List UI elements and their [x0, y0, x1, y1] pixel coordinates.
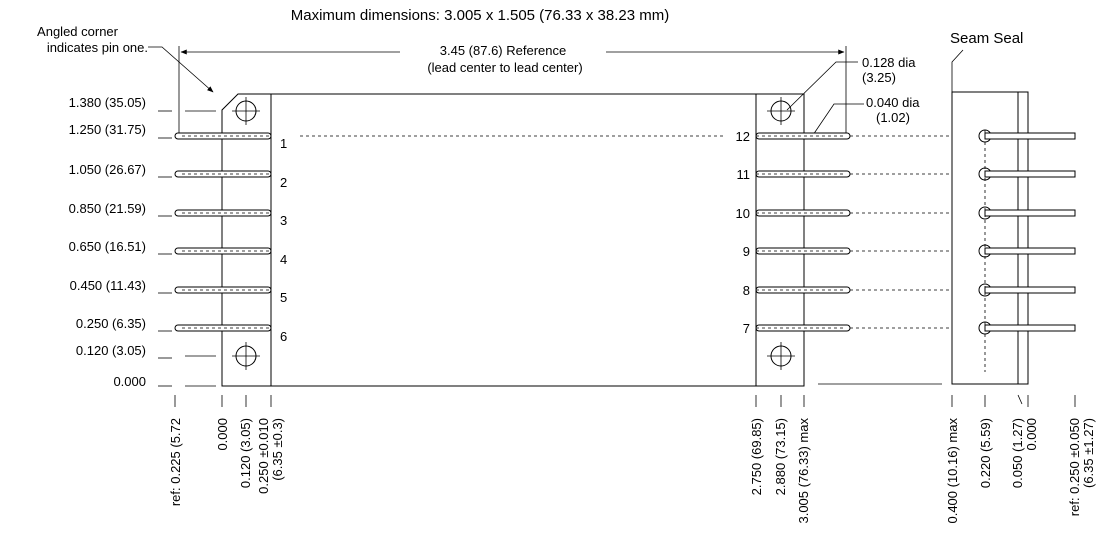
mounting-hole: [767, 342, 795, 370]
side-view-lead: [978, 321, 1076, 335]
pin-number: 7: [743, 321, 750, 336]
pin-dia-mm: (1.02): [876, 110, 910, 125]
pin-number: 5: [280, 290, 287, 305]
bottom-dimension-label: 0.050 (1.27): [1010, 418, 1025, 488]
angled-corner-label-2: indicates pin one.: [47, 40, 148, 55]
side-view-lead: [978, 283, 1076, 297]
lead: [755, 286, 851, 294]
dimension-label: 0.850 (21.59): [69, 201, 146, 216]
left-dimension-ticks: [158, 110, 216, 387]
mounting-hole: [232, 342, 260, 370]
lead: [174, 247, 272, 255]
pin-number: 8: [743, 283, 750, 298]
side-view-lead: [978, 167, 1076, 181]
lead: [174, 132, 272, 140]
bottom-dimension-label: 2.880 (73.15): [773, 418, 788, 495]
lead: [174, 170, 272, 178]
side-view-lead: [978, 244, 1076, 258]
bottom-dimension-label: (6.35 ±1.27): [1081, 418, 1096, 488]
dimension-label: 1.380 (35.05): [69, 95, 146, 110]
mount-hole-dia-mm: (3.25): [862, 70, 896, 85]
pin-number: 3: [280, 213, 287, 228]
lead: [755, 324, 851, 332]
seam-seal-leader: [951, 49, 964, 92]
side-view-lead: [978, 206, 1076, 220]
projection-lines: [850, 135, 952, 329]
dimension-label: 1.250 (31.75): [69, 122, 146, 137]
lead: [174, 324, 272, 332]
lead: [174, 286, 272, 294]
angled-corner-label: Angled corner: [37, 24, 119, 39]
package-top-view: [221, 93, 805, 387]
right-leads: [755, 132, 851, 332]
bottom-dimension-ticks: [174, 394, 1076, 407]
left-leads: [174, 132, 272, 332]
pin-number: 2: [280, 175, 287, 190]
lead: [755, 247, 851, 255]
pin-number: 4: [280, 252, 287, 267]
drawing-title: Maximum dimensions: 3.005 x 1.505 (76.33…: [291, 7, 670, 24]
dimension-label: 0.650 (16.51): [69, 239, 146, 254]
pin-dia-label: 0.040 dia: [866, 95, 920, 110]
pin-number: 10: [736, 206, 750, 221]
pin-number: 9: [743, 244, 750, 259]
mounting-hole: [767, 97, 795, 125]
bottom-dimension-label: 0.220 (5.59): [978, 418, 993, 488]
pin-number: 12: [736, 129, 750, 144]
bottom-dimension-label: 0.000: [1024, 418, 1039, 451]
lead: [755, 209, 851, 217]
pin-number: 6: [280, 329, 287, 344]
dimension-label: 0.250 (6.35): [76, 316, 146, 331]
dimension-label: 0.450 (11.43): [70, 278, 146, 293]
bottom-dimension-label: 0.000: [215, 418, 230, 451]
bottom-dimension-label: 2.750 (69.85): [749, 418, 764, 495]
pin-number: 11: [737, 167, 751, 182]
mounting-hole: [232, 97, 260, 125]
bottom-dimension-label: 0.120 (3.05): [238, 418, 253, 488]
dimension-label: 0.000: [113, 374, 146, 389]
pin-dia-leader: [812, 103, 864, 136]
side-view-lead: [978, 129, 1076, 143]
pin-number: 1: [280, 136, 287, 151]
angled-corner-leader: [148, 46, 214, 93]
bottom-dimension-label: 0.250 ±0.010: [256, 418, 271, 494]
bottom-dimension-label: (6.35 ±0.3): [270, 418, 285, 481]
reference-label: 3.45 (87.6) Reference: [440, 43, 566, 58]
flange-outline: [221, 93, 805, 387]
dimension-label: 1.050 (26.67): [69, 162, 146, 177]
lead: [755, 132, 851, 140]
reference-label-2: (lead center to lead center): [427, 60, 582, 75]
mount-hole-leader: [786, 61, 858, 111]
side-view: Seam Seal: [818, 30, 1076, 385]
bottom-dimension-label: 0.400 (10.16) max: [945, 418, 960, 524]
lead: [755, 170, 851, 178]
mount-hole-dia-label: 0.128 dia: [862, 55, 916, 70]
lead: [174, 209, 272, 217]
seam-seal-label: Seam Seal: [950, 30, 1023, 47]
dimension-label: 0.120 (3.05): [76, 343, 146, 358]
bottom-dimension-label: ref: 0.225 (5.72: [168, 418, 183, 506]
bottom-dimension-label: ref: 0.250 ±0.050: [1067, 418, 1082, 516]
bottom-dimension-label: 3.005 (76.33) max: [796, 418, 811, 524]
